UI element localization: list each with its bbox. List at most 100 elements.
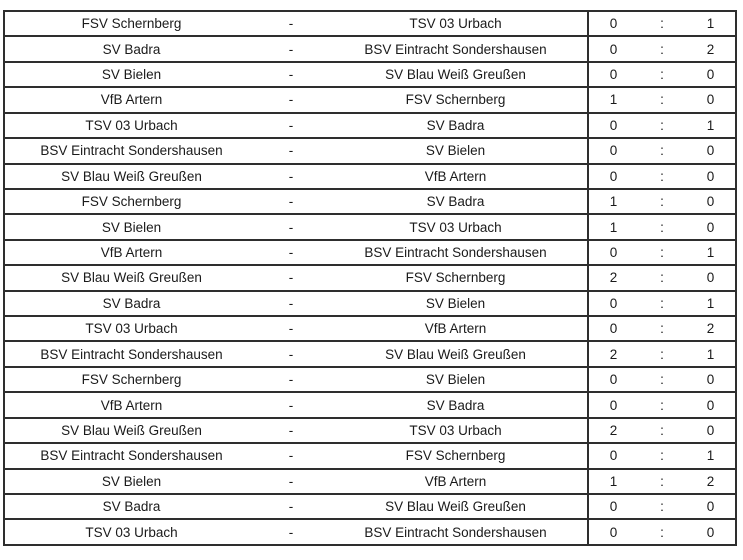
home-team-cell: SV Blau Weiß Greußen bbox=[4, 416, 258, 444]
away-team-cell: VfB Artern bbox=[324, 162, 588, 189]
away-team-cell: VfB Artern bbox=[324, 315, 588, 342]
separator-cell: - bbox=[258, 187, 324, 215]
home-score-cell: 2 bbox=[587, 340, 638, 367]
table-row: FSV Schernberg - SV Bielen 0:0 bbox=[4, 365, 736, 393]
separator-cell: - bbox=[258, 213, 324, 240]
colon-cell: : bbox=[638, 467, 686, 495]
away-team-cell: SV Badra bbox=[324, 187, 588, 215]
table-row: SV Blau Weiß Greußen - FSV Schernberg 2:0 bbox=[4, 264, 736, 291]
home-team-cell: SV Blau Weiß Greußen bbox=[4, 264, 258, 291]
colon-cell: : bbox=[638, 365, 686, 393]
away-score-cell: 1 bbox=[686, 111, 736, 139]
match-results-table: FSV Schernberg - TSV 03 Urbach 0:1 SV Badra -… bbox=[3, 10, 737, 546]
separator-cell: - bbox=[258, 289, 324, 317]
colon-cell: : bbox=[638, 60, 686, 88]
home-score-cell: 0 bbox=[587, 442, 638, 469]
separator-cell: - bbox=[258, 264, 324, 291]
colon-cell: : bbox=[638, 35, 686, 62]
separator-cell: - bbox=[258, 111, 324, 139]
home-team-cell: TSV 03 Urbach bbox=[4, 518, 258, 545]
colon-cell: : bbox=[660, 16, 664, 32]
away-team-cell: FSV Schernberg bbox=[324, 264, 588, 291]
away-team-cell: SV Bielen bbox=[324, 365, 588, 393]
away-score-cell: 0 bbox=[686, 416, 736, 444]
away-score-cell: 0 bbox=[686, 162, 736, 189]
away-team-cell: SV Badra bbox=[324, 111, 588, 139]
home-score-cell: 0 bbox=[587, 162, 638, 189]
away-score-cell: 0 bbox=[686, 264, 736, 291]
home-team-cell: BSV Eintracht Sondershausen bbox=[4, 442, 258, 469]
away-team-cell: FSV Schernberg bbox=[324, 86, 588, 113]
home-score-cell: 0 bbox=[587, 11, 638, 37]
away-team-cell: SV Badra bbox=[324, 391, 588, 418]
separator-cell: - bbox=[258, 315, 324, 342]
home-score-cell: 0 bbox=[587, 35, 638, 62]
colon-cell: : bbox=[638, 86, 686, 113]
separator-cell: - bbox=[258, 340, 324, 367]
away-score-cell: 1 bbox=[686, 289, 736, 317]
table-row: FSV Schernberg - SV Badra 1:0 bbox=[4, 187, 736, 215]
away-score-cell: 0 bbox=[686, 137, 736, 164]
table-row: VfB Artern - BSV Eintracht Sondershausen 0:… bbox=[4, 238, 736, 266]
home-team-cell: SV Blau Weiß Greußen bbox=[4, 162, 258, 189]
away-team-cell: BSV Eintracht Sondershausen bbox=[324, 35, 588, 62]
colon-cell: : bbox=[638, 289, 686, 317]
away-team-cell: SV Blau Weiß Greußen bbox=[324, 340, 588, 367]
away-team-cell: FSV Schernberg bbox=[324, 442, 588, 469]
home-team-cell: SV Bielen bbox=[4, 467, 258, 495]
table-row: SV Badra - SV Blau Weiß Greußen 0:0 bbox=[4, 492, 736, 520]
home-score-cell: 0 bbox=[587, 315, 638, 342]
separator-cell: - bbox=[258, 60, 324, 88]
home-score-cell: 0 bbox=[587, 518, 638, 545]
table-row: VfB Artern - SV Badra 0:0 bbox=[4, 391, 736, 418]
colon-cell: : bbox=[638, 518, 686, 545]
away-team-cell: SV Bielen bbox=[324, 289, 588, 317]
away-team-cell: VfB Artern bbox=[324, 467, 588, 495]
separator-cell: - bbox=[258, 391, 324, 418]
away-score-cell: 0 bbox=[686, 213, 736, 240]
separator-cell: - bbox=[288, 16, 294, 32]
home-team-cell: TSV 03 Urbach bbox=[4, 111, 258, 139]
home-team-cell: SV Badra bbox=[4, 289, 258, 317]
home-team-cell: SV Bielen bbox=[4, 60, 258, 88]
table-row: SV Bielen - VfB Artern 1:2 bbox=[4, 467, 736, 495]
away-team-cell: SV Blau Weiß Greußen bbox=[324, 492, 588, 520]
home-team-cell: FSV Schernberg bbox=[4, 365, 258, 393]
away-score-cell: 1 bbox=[706, 16, 715, 32]
away-team-cell: SV Blau Weiß Greußen bbox=[324, 60, 588, 88]
home-team-cell: VfB Artern bbox=[4, 86, 258, 113]
home-score-cell: 0 bbox=[587, 391, 638, 418]
table-row: SV Bielen - TSV 03 Urbach 1:0 bbox=[4, 213, 736, 240]
table-row: TSV 03 Urbach - BSV Eintracht Sondershause… bbox=[4, 518, 736, 545]
away-score-cell: 1 bbox=[686, 442, 736, 469]
colon-cell: : bbox=[638, 416, 686, 444]
home-team-cell: SV Bielen bbox=[4, 213, 258, 240]
away-team-cell: BSV Eintracht Sondershausen bbox=[324, 238, 588, 266]
separator-cell: - bbox=[258, 467, 324, 495]
away-score-cell: 1 bbox=[686, 238, 736, 266]
home-score-cell: 1 bbox=[587, 467, 638, 495]
colon-cell: : bbox=[638, 264, 686, 291]
colon-cell: : bbox=[638, 162, 686, 189]
away-score-cell: 0 bbox=[686, 60, 736, 88]
home-score-cell: 0 bbox=[587, 365, 638, 393]
home-score-cell: 1 bbox=[587, 86, 638, 113]
home-team-cell: BSV Eintracht Sondershausen bbox=[4, 137, 258, 164]
away-team-cell: TSV 03 Urbach bbox=[324, 416, 588, 444]
separator-cell: - bbox=[258, 442, 324, 469]
away-team-cell: SV Bielen bbox=[324, 137, 588, 164]
table-row: VfB Artern - FSV Schernberg 1:0 bbox=[4, 86, 736, 113]
separator-cell: - bbox=[258, 518, 324, 545]
home-score-cell: 0 bbox=[587, 60, 638, 88]
away-score-cell: 0 bbox=[686, 187, 736, 215]
table-row: SV Badra - BSV Eintracht Sondershausen 0:2 bbox=[4, 35, 736, 62]
colon-cell: : bbox=[638, 187, 686, 215]
separator-cell: - bbox=[258, 86, 324, 113]
colon-cell: : bbox=[638, 213, 686, 240]
home-score-cell: 1 bbox=[587, 187, 638, 215]
colon-cell: : bbox=[638, 391, 686, 418]
table-row: BSV Eintracht Sondershausen - SV Bielen 0:0 bbox=[4, 137, 736, 164]
home-team-cell: TSV 03 Urbach bbox=[4, 315, 258, 342]
home-score-cell: 0 bbox=[587, 111, 638, 139]
table-row: BSV Eintracht Sondershausen - FSV Schernbe… bbox=[4, 442, 736, 469]
